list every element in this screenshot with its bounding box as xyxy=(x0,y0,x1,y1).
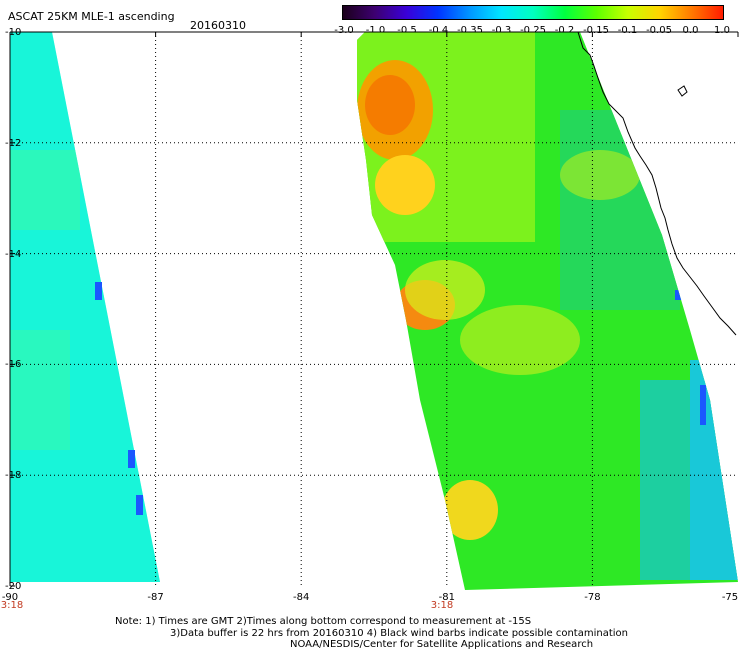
lake-outline xyxy=(677,85,688,97)
colorbar-label: 1.0 xyxy=(714,25,730,36)
longitude-label: -75 xyxy=(721,592,739,603)
colorbar xyxy=(342,5,724,20)
longitude-label: -84 xyxy=(293,592,310,603)
footer-note-1: Note: 1) Times are GMT 2)Times along bot… xyxy=(115,616,532,627)
longitude-label: -78 xyxy=(584,592,601,603)
footer-note-2: 3)Data buffer is 22 hrs from 20160310 4)… xyxy=(170,628,628,639)
right-swath xyxy=(357,32,738,590)
coastline xyxy=(577,31,737,336)
left-swath-blue-pixels xyxy=(95,282,143,515)
latitude-label: -16 xyxy=(5,359,22,371)
colorbar-label: -0.05 xyxy=(646,25,672,36)
colorbar-label: -0.15 xyxy=(583,25,609,36)
map-frame xyxy=(9,31,738,586)
latitude-label: -18 xyxy=(5,470,22,482)
colorbar-label: -0.3 xyxy=(491,25,512,36)
satellite-map xyxy=(9,31,739,590)
colorbar-label: -0.35 xyxy=(457,25,483,36)
colorbar-label: -1.0 xyxy=(365,25,386,36)
latitude-label: -14 xyxy=(5,248,22,260)
latitude-label: -12 xyxy=(5,137,22,149)
colorbar-label: -3.0 xyxy=(334,25,354,36)
colorbar-label: -0.25 xyxy=(520,25,546,36)
product-title: ASCAT 25KM MLE-1 ascending xyxy=(8,10,175,23)
time-label-right: 3:18 xyxy=(430,600,454,611)
time-label-left: 3:18 xyxy=(0,600,24,611)
product-date: 20160310 xyxy=(190,19,246,32)
longitude-label: -87 xyxy=(147,592,164,603)
footer-credit: NOAA/NESDIS/Center for Satellite Applica… xyxy=(290,639,594,650)
axis-ticks xyxy=(9,31,739,587)
longitude-label: -90 xyxy=(1,592,19,603)
colorbar-label: -0.5 xyxy=(397,25,417,36)
colorbar-label: -0.1 xyxy=(617,25,638,36)
longitude-label: -81 xyxy=(438,592,455,603)
latitude-label: -10 xyxy=(5,27,22,38)
colorbar-label: 0.0 xyxy=(682,25,699,36)
latitude-label: -20 xyxy=(5,581,22,592)
colorbar-label: -0.2 xyxy=(554,25,575,36)
gridlines xyxy=(10,32,738,586)
colorbar-label: -0.4 xyxy=(428,25,449,36)
